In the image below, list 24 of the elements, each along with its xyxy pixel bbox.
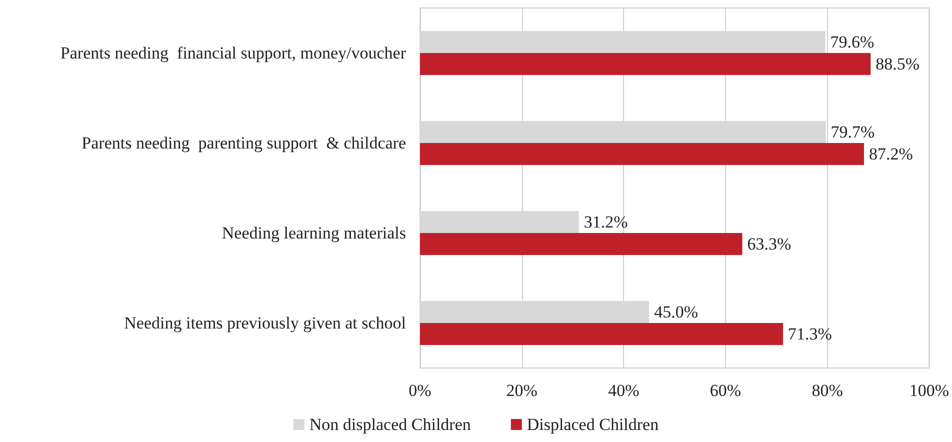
bar <box>420 143 864 165</box>
bar <box>420 323 784 345</box>
data-label: 31.2% <box>584 212 628 232</box>
data-label: 87.2% <box>868 144 913 164</box>
x-tick-label: 40% <box>608 381 640 400</box>
data-label: 71.3% <box>788 324 832 344</box>
data-label: 63.3% <box>747 234 792 254</box>
x-tick-label: 20% <box>506 381 538 400</box>
y-tick-label: Needing learning materials <box>222 224 406 242</box>
y-tick-label: Needing items previously given at school <box>124 314 406 332</box>
x-tick-label: 60% <box>710 381 742 400</box>
data-label: 79.7% <box>830 122 875 142</box>
bar <box>420 233 742 255</box>
x-tick-label: 0% <box>408 381 432 400</box>
x-tick-label: 100% <box>909 381 950 400</box>
legend-label: Non displaced Children <box>309 415 472 434</box>
bar <box>420 53 871 75</box>
data-label: 45.0% <box>654 302 698 322</box>
data-label: 88.5% <box>876 54 920 74</box>
data-label: 79.6% <box>830 32 874 52</box>
y-tick-label: Parents needing parenting support & childcare <box>82 134 406 152</box>
legend-label: Displaced Children <box>526 415 660 434</box>
x-tick-label: 80% <box>812 381 843 400</box>
y-tick-label: Parents needing financial support, money/voucher <box>60 44 406 62</box>
